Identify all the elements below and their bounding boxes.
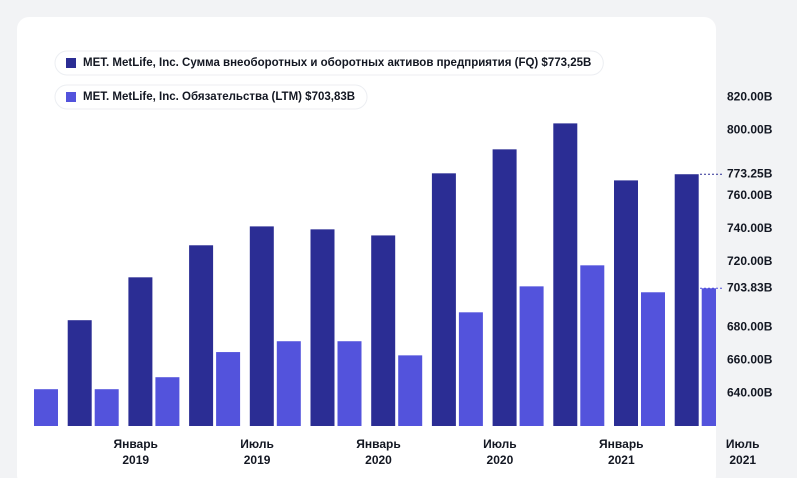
bar <box>458 312 483 426</box>
y-tick-label: 820.00B <box>727 90 773 104</box>
legend-swatch <box>66 92 76 102</box>
plot <box>34 123 716 427</box>
y-tick-label: 740.00B <box>727 221 773 235</box>
x-tick-label: Январь 2020 <box>356 437 400 467</box>
y-tick-label: 680.00B <box>727 320 773 334</box>
bar <box>189 245 214 426</box>
bar <box>398 355 423 426</box>
y-tick-label: 640.00B <box>727 385 773 399</box>
y-tick-label: 720.00B <box>727 254 773 268</box>
y-tick-label: 660.00B <box>727 352 773 366</box>
bar <box>553 123 578 426</box>
x-tick-label: Июль 2020 <box>483 437 517 467</box>
bar <box>128 277 153 426</box>
bar <box>674 174 699 426</box>
value-label: 773.25B <box>727 166 773 180</box>
bar <box>67 320 92 426</box>
bar <box>310 229 335 426</box>
x-tick-label: Январь 2021 <box>599 437 643 467</box>
legend-swatch <box>66 58 76 68</box>
bar <box>492 149 517 427</box>
legend-label: MET. MetLife, Inc. Обязательства (LTM) $… <box>83 91 355 103</box>
bar <box>276 341 301 426</box>
bar <box>614 180 638 426</box>
bar <box>216 352 241 426</box>
legend-pill <box>54 84 368 110</box>
value-label: 703.83B <box>727 280 773 294</box>
bar <box>641 292 665 426</box>
bar <box>94 389 119 426</box>
y-tick-label: 800.00B <box>727 122 773 136</box>
x-tick-label: Июль 2021 <box>726 437 760 467</box>
x-tick-label: Январь 2019 <box>113 437 157 467</box>
legend-pill <box>54 50 604 76</box>
bar <box>249 226 274 426</box>
bar <box>34 389 58 426</box>
bar <box>519 286 544 426</box>
bar <box>701 288 716 426</box>
x-tick-label: Июль 2019 <box>240 437 274 467</box>
legend-label: MET. MetLife, Inc. Сумма внеоборотных и … <box>83 57 591 69</box>
bar <box>155 377 180 426</box>
bar <box>580 265 605 426</box>
bar <box>337 341 362 426</box>
y-tick-label: 760.00B <box>727 188 773 202</box>
legend: MET. MetLife, Inc. Сумма внеоборотных и … <box>54 50 604 110</box>
bar <box>371 235 396 426</box>
bar <box>431 173 456 426</box>
